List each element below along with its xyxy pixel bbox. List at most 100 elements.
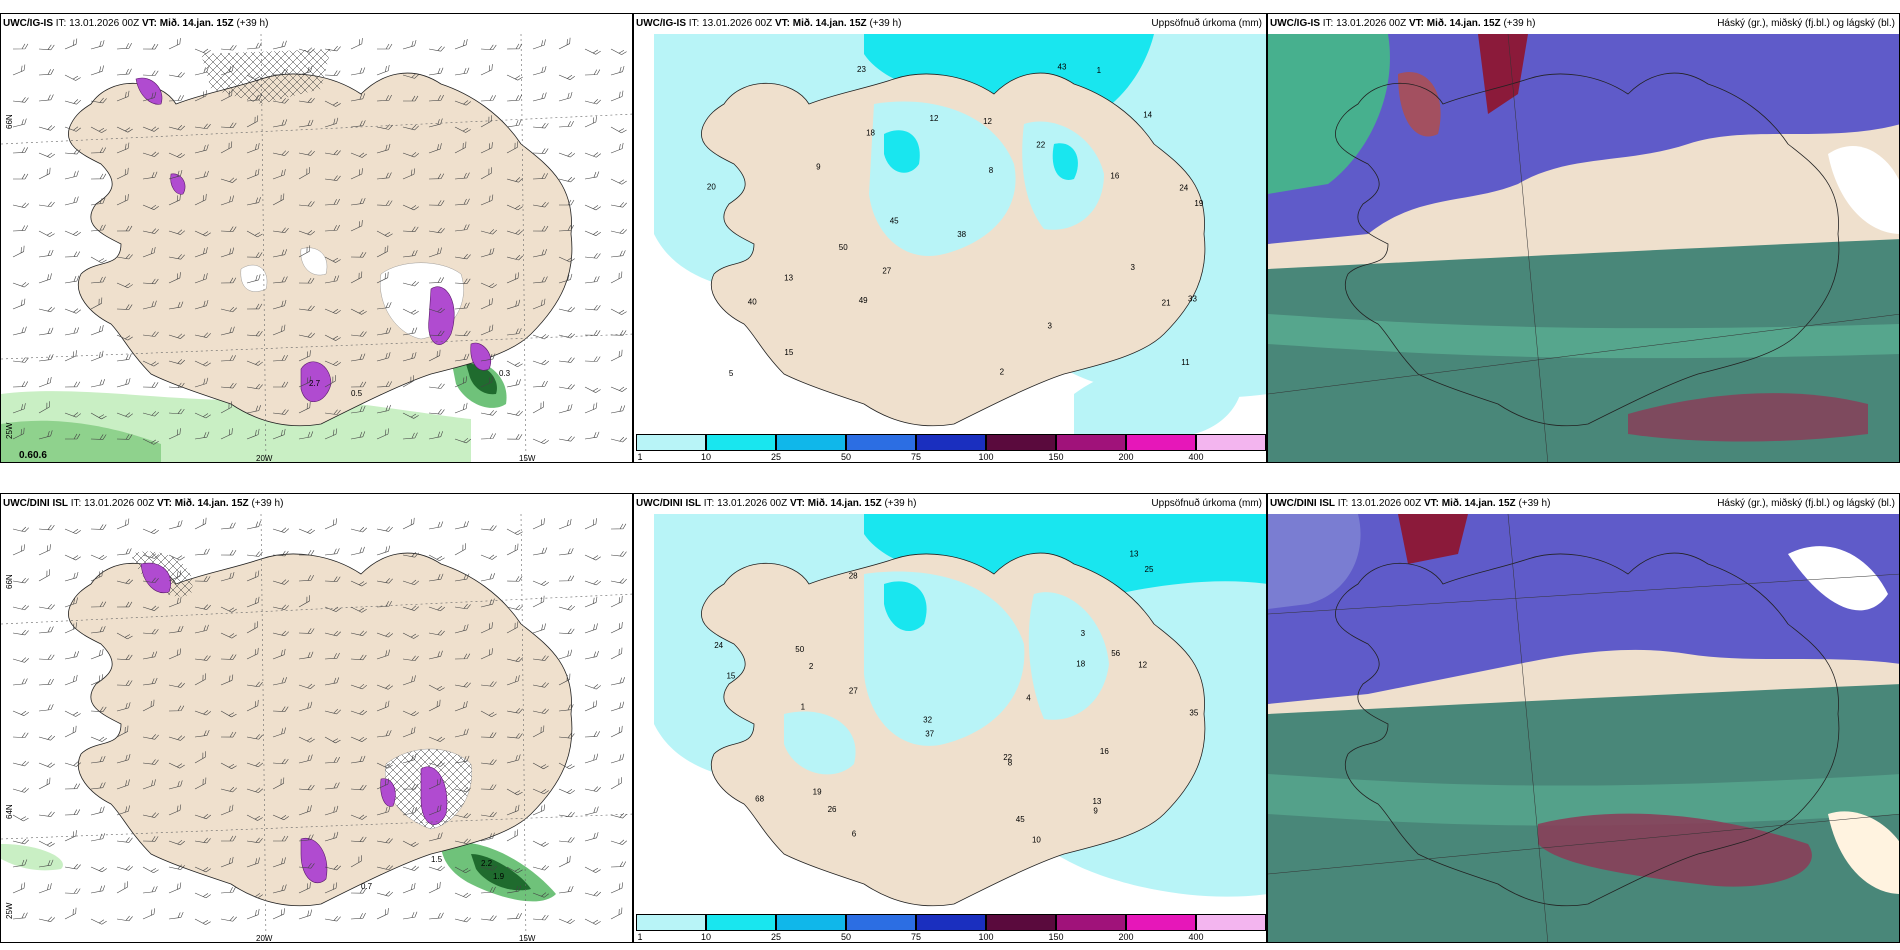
wind-barb [350,546,365,556]
wind-barb [12,912,28,920]
wind-barb [168,625,184,634]
wind-barb [246,837,263,844]
wind-barb [610,142,624,154]
wind-barb [506,733,523,739]
precip-value-label: 50 [795,645,804,654]
wind-barb [64,275,80,284]
wind-barb [168,152,185,159]
wind-barb [376,837,393,844]
wind-barb [220,632,237,639]
wind-barb [402,882,416,894]
wind-barb [38,916,55,922]
wind-barb [376,578,393,584]
wind-barb [454,682,471,688]
precip-value-label: 26 [828,805,837,814]
wind-barb [402,807,418,816]
wind-barb [38,230,55,237]
wind-barb [610,861,627,868]
wind-barb [428,247,442,258]
svg-text:0.3: 0.3 [499,369,511,378]
wind-barb [428,118,443,128]
precip-colorbar: 1 10 25 50 75 100 150 200 400 [634,914,1266,942]
wind-barb [142,91,157,102]
wind-barb [64,622,77,634]
wind-barb [272,908,285,920]
wind-barb [142,43,159,50]
wind-barb [168,762,185,769]
wind-barb [116,282,133,289]
wind-barb [12,629,29,636]
wind-barb [324,630,341,637]
wind-barb [610,228,627,235]
wind-barb [402,579,420,586]
wind-barb [298,119,314,128]
wind-barb [116,725,129,738]
wind-barb [90,350,104,362]
wind-barb [584,918,601,925]
precip-value-label: 35 [1189,708,1198,717]
wind-barb [194,360,211,367]
colorbar-tick: 25 [770,932,782,942]
wind-barb [480,648,493,660]
wind-barb [64,710,81,717]
wind-barb [12,604,29,611]
colorbar-tick: 150 [1048,452,1064,462]
wind-barb [298,167,310,180]
wind-barb [480,886,496,894]
wind-barb [532,595,545,608]
wind-barb [350,197,366,206]
wind-barb [298,350,311,362]
wind-barb [38,68,54,76]
precip-value-label: 13 [784,273,793,282]
wind-barb [220,326,235,336]
wind-barb [402,327,418,336]
wind-barb [350,152,367,158]
wind-barb [38,524,55,531]
wind-barb [142,382,159,388]
wind-barb [90,755,106,764]
wind-barb [454,812,471,819]
wind-barb [506,788,523,796]
wind-barb [90,173,107,180]
colorbar-swatch [776,914,846,931]
wind-barb [454,141,467,154]
colorbar-swatch [986,914,1056,931]
wind-barb [142,204,159,210]
wind-barb [350,855,362,868]
precip-value-label: 15 [784,348,793,357]
wind-barb [298,683,316,690]
wind-barb [350,405,366,414]
wind-barb [272,835,289,842]
wind-barb [90,256,107,264]
wind-barb [12,760,29,767]
colorbar-swatch [986,434,1056,451]
wind-barb [220,44,237,51]
wind-barb [220,89,233,102]
wind-barb [194,918,211,925]
wind-barb [376,806,391,816]
wind-barb [194,247,208,258]
wind-barb [116,434,133,440]
panel-header: UWC/DINI ISL IT: 13.01.2026 00Z VT: Mið.… [1270,498,1551,509]
wind-barb [376,649,390,660]
wind-barb [584,171,600,180]
wind-barb [558,673,571,686]
wind-barb [350,526,367,533]
wind-barb [350,709,368,716]
wind-barb [64,381,81,388]
wind-barb [194,377,209,388]
wind-barb [584,48,601,55]
precip-value-label: 33 [1188,294,1197,303]
wind-barb [246,814,263,821]
wind-barb [168,229,186,235]
wind-barb [90,434,107,440]
wind-barb [116,225,133,232]
wind-barb [454,543,466,556]
wind-barb [324,882,338,894]
wind-barb [480,376,493,388]
wind-barb [116,253,133,260]
cloud-map [1268,34,1899,462]
wind-barb [38,569,50,582]
wind-barb [142,734,159,740]
wind-barb [480,598,495,608]
